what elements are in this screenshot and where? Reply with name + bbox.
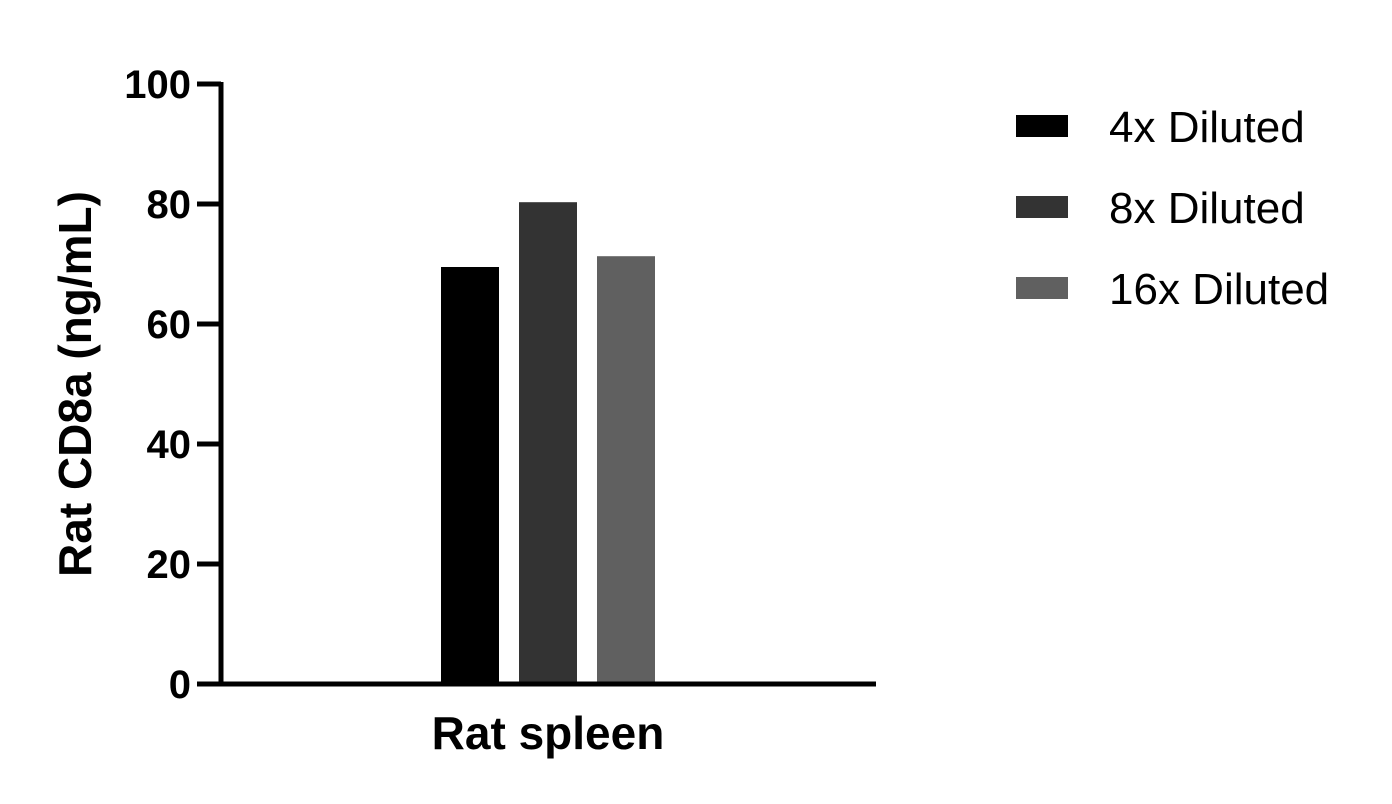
bar-16x-diluted <box>597 256 655 684</box>
legend-label: 4x Diluted <box>1109 103 1305 152</box>
legend-label: 16x Diluted <box>1109 265 1329 314</box>
y-tick-label: 0 <box>169 663 191 707</box>
x-axis-title: Rat spleen <box>432 707 665 759</box>
y-axis-ticks: 0 20 40 60 80 100 <box>124 63 221 707</box>
y-tick-label: 40 <box>147 423 192 467</box>
bar-4x-diluted <box>441 267 499 684</box>
y-tick-label: 80 <box>147 183 192 227</box>
legend-label: 8x Diluted <box>1109 184 1305 233</box>
y-axis-title: Rat CD8a (ng/mL) <box>49 191 101 577</box>
bars <box>441 202 655 684</box>
legend: 4x Diluted 8x Diluted 16x Diluted <box>1016 103 1329 314</box>
y-tick-label: 100 <box>124 63 191 107</box>
legend-swatch <box>1016 115 1068 137</box>
legend-swatch <box>1016 277 1068 299</box>
legend-swatch <box>1016 196 1068 218</box>
y-tick-label: 20 <box>147 543 192 587</box>
bar-8x-diluted <box>519 202 577 684</box>
y-tick-label: 60 <box>147 303 192 347</box>
